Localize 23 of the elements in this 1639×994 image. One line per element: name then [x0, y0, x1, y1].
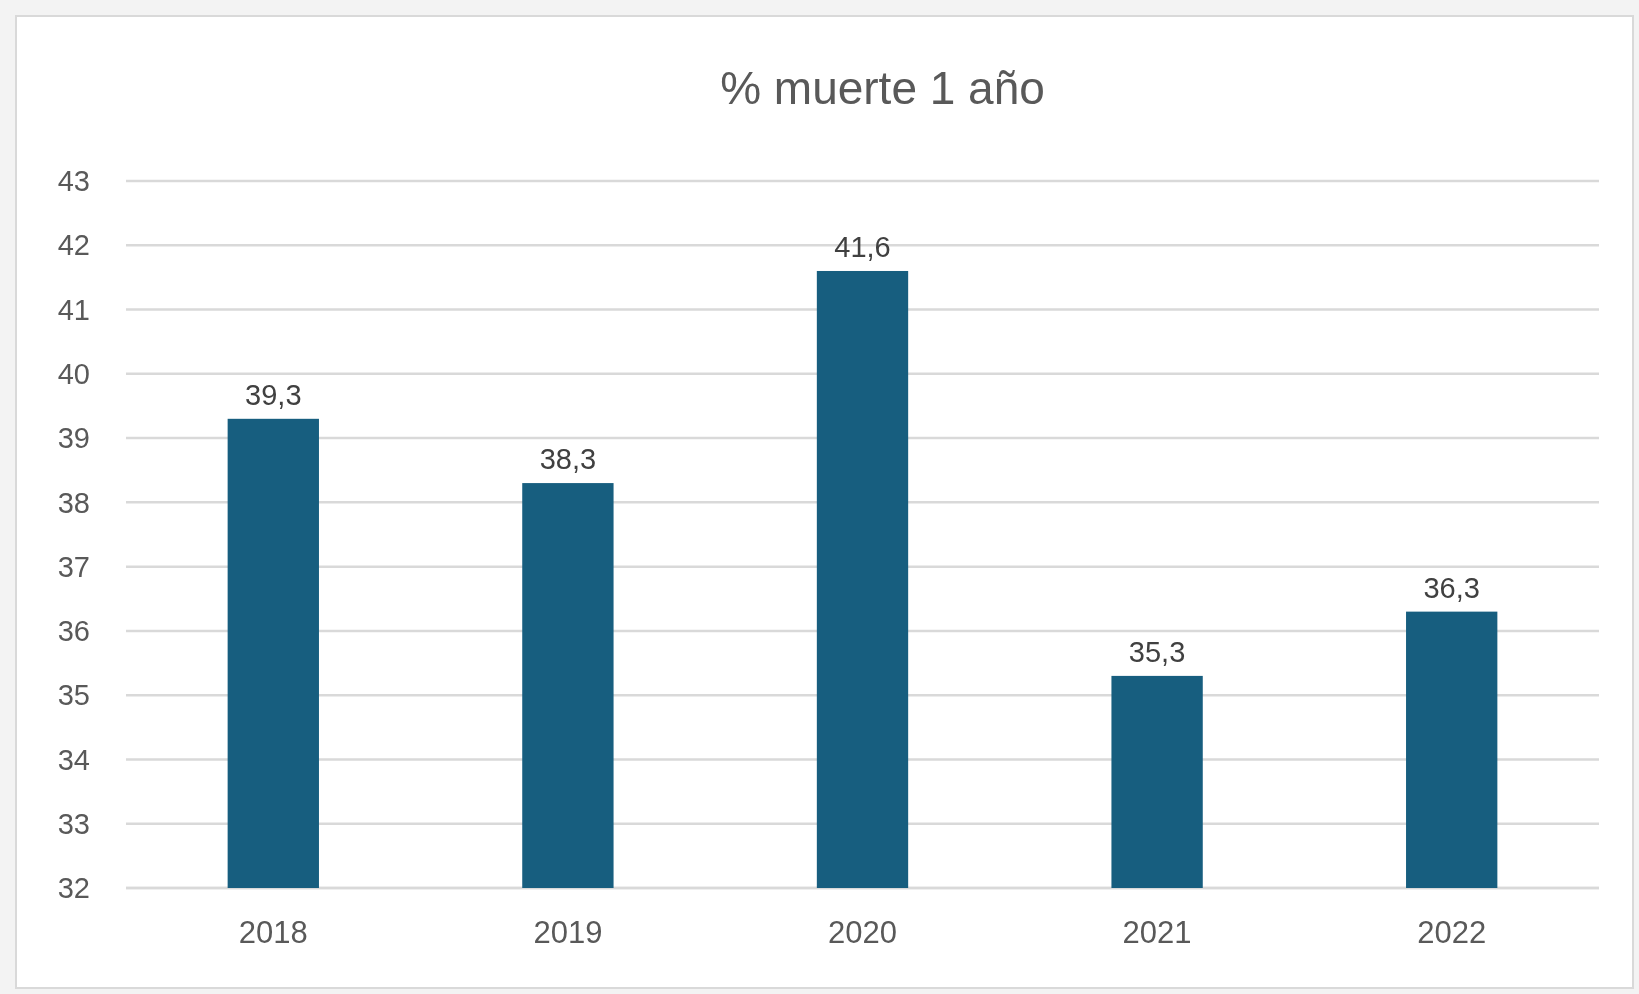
- x-tick-label: 2021: [1122, 915, 1192, 950]
- y-tick-label: 39: [57, 422, 90, 455]
- y-tick-label: 43: [57, 165, 90, 198]
- data-label: 41,6: [834, 230, 891, 263]
- y-tick-label: 42: [57, 229, 90, 262]
- y-tick-label: 37: [57, 550, 90, 583]
- x-tick-label: 2019: [533, 915, 603, 950]
- y-tick-label: 32: [57, 872, 90, 905]
- y-tick-label: 35: [57, 679, 90, 712]
- y-tick-label: 40: [57, 357, 90, 390]
- y-tick-label: 36: [57, 615, 90, 648]
- data-label: 38,3: [539, 443, 597, 476]
- x-tick-label: 2018: [238, 915, 308, 950]
- y-tick-label: 38: [57, 486, 90, 519]
- data-label: 39,3: [245, 378, 302, 411]
- x-tick-label: 2020: [828, 915, 897, 950]
- data-label: 36,3: [1423, 571, 1480, 604]
- y-tick-label: 41: [57, 293, 90, 326]
- data-label: 35,3: [1128, 635, 1186, 668]
- y-tick-label: 34: [57, 743, 90, 776]
- y-tick-label: 33: [57, 807, 90, 840]
- x-tick-label: 2022: [1417, 915, 1487, 950]
- chart-title: % muerte 1 año: [720, 62, 1045, 114]
